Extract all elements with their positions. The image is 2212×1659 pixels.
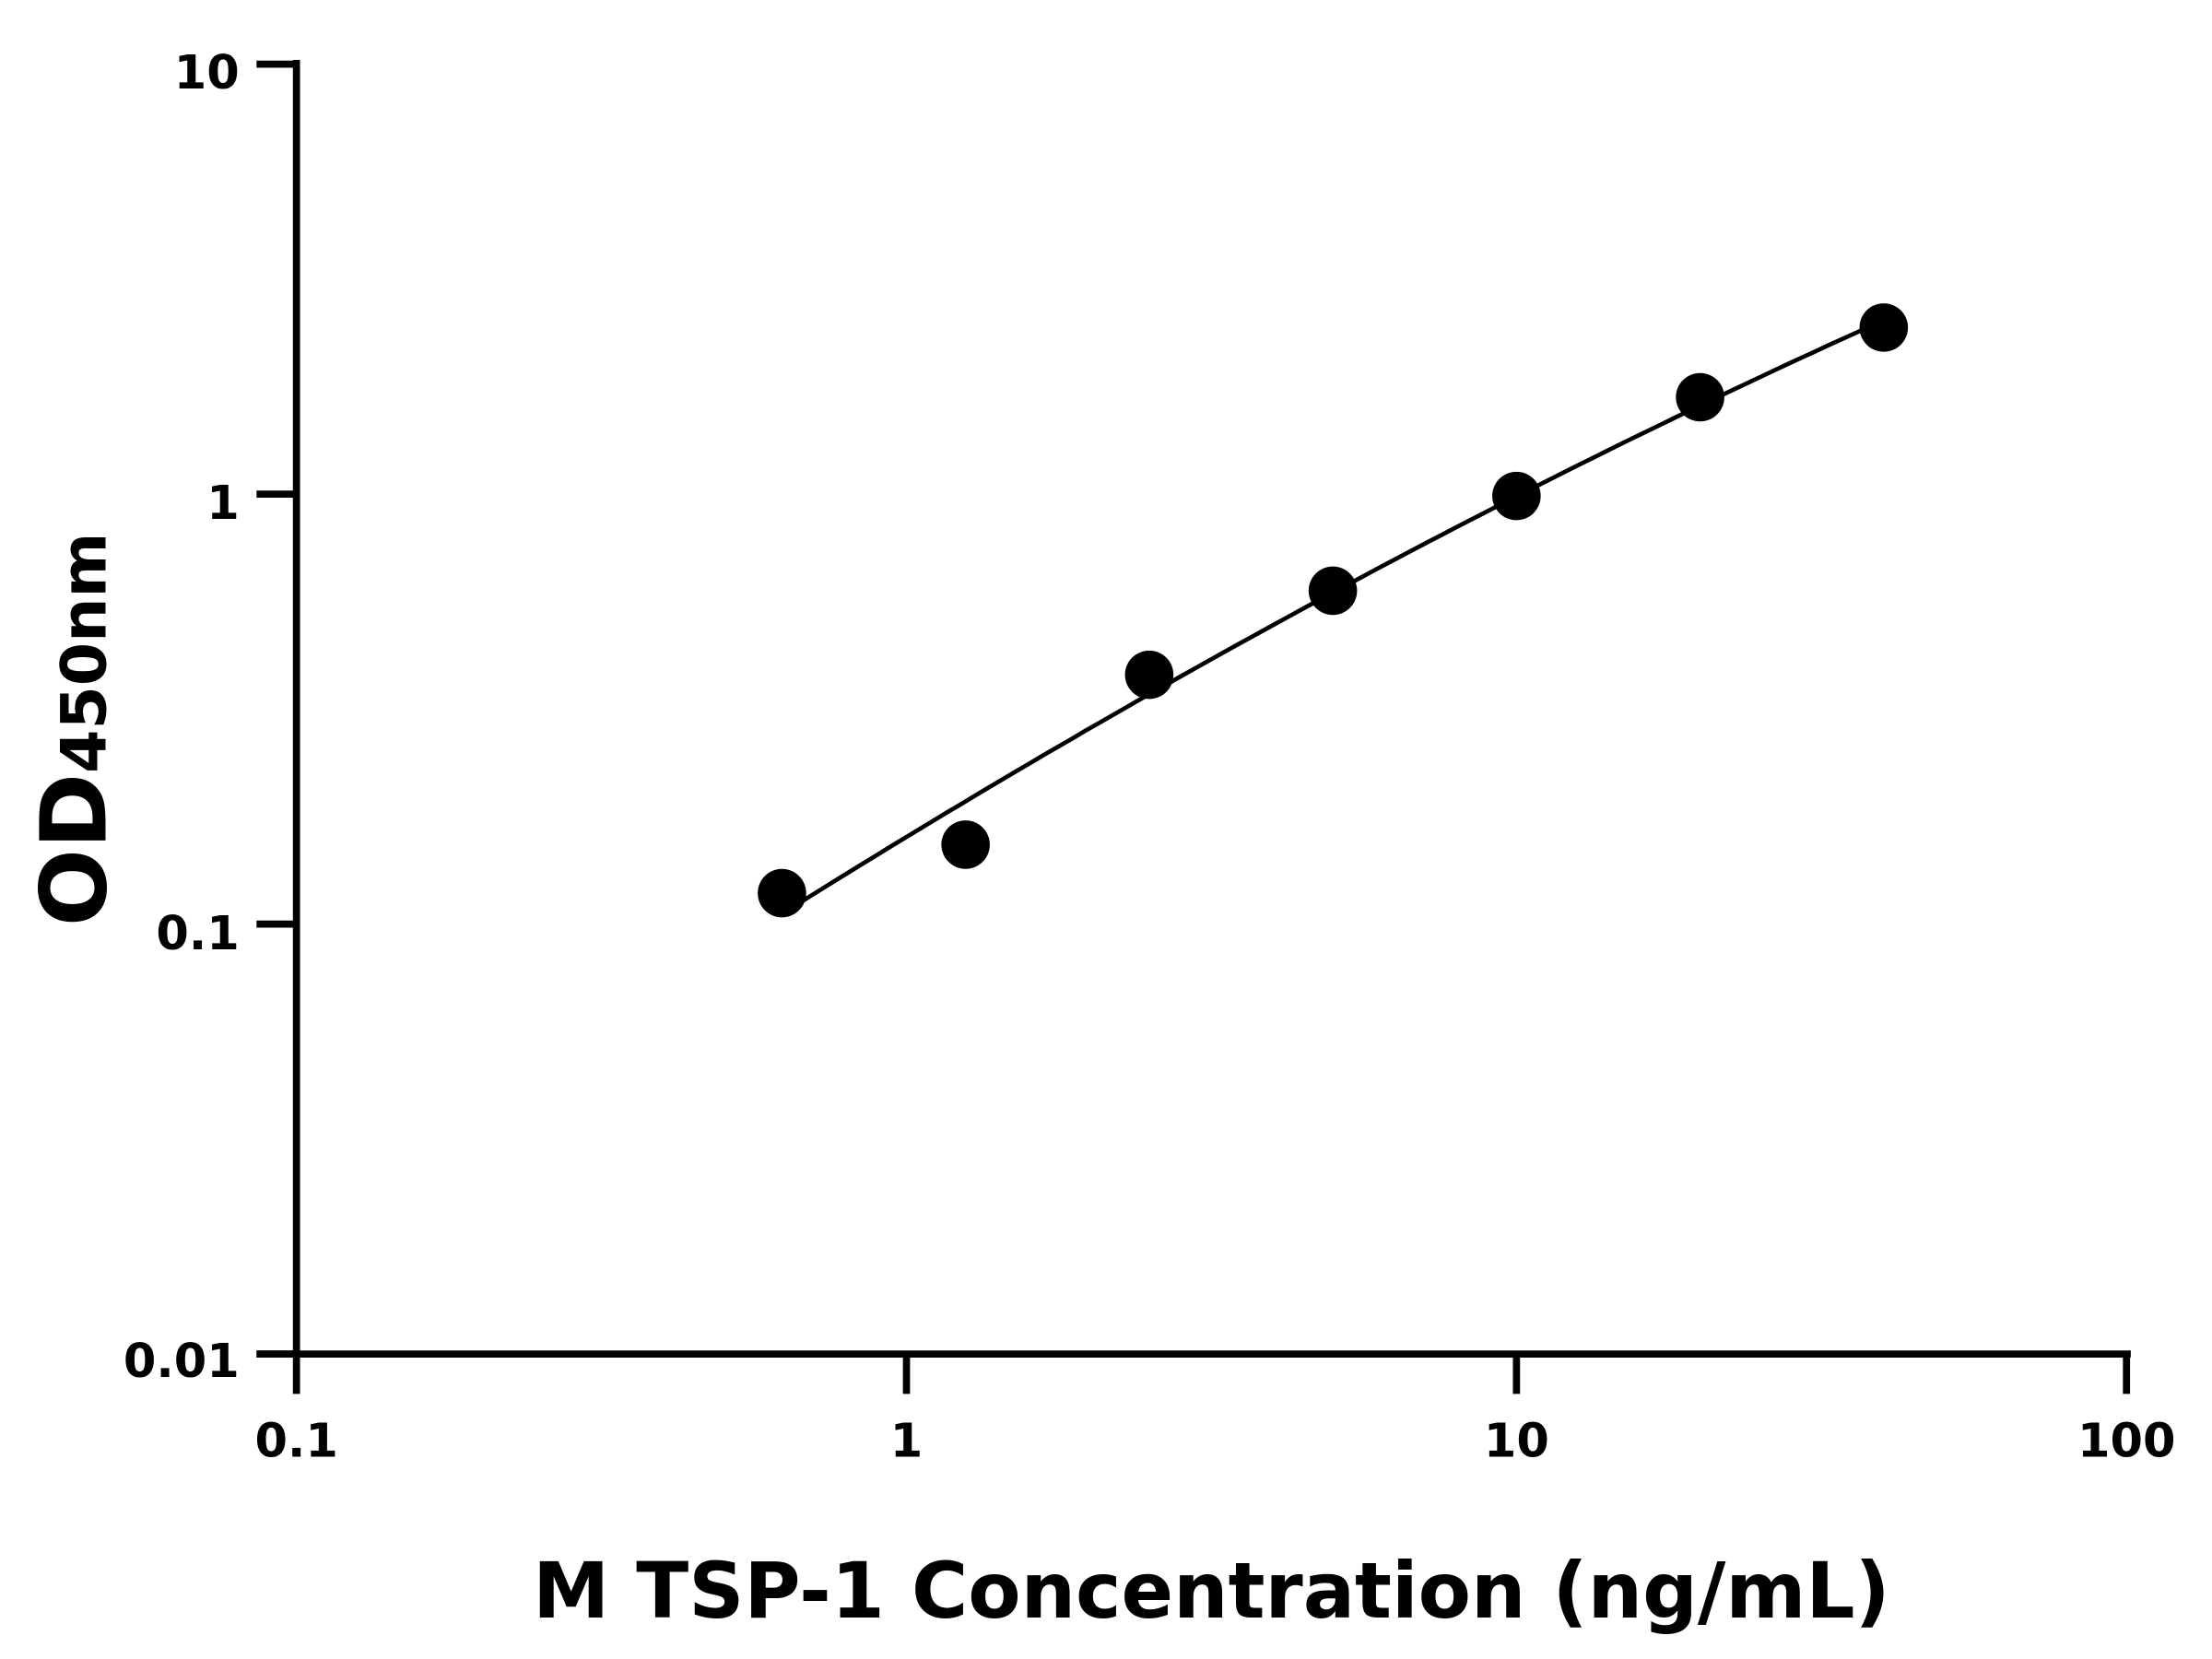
x-tick-label: 1	[890, 1414, 924, 1468]
x-tick-label: 0.1	[254, 1414, 337, 1468]
data-point	[1676, 372, 1724, 422]
data-point	[1859, 303, 1909, 352]
y-tick-label: 0.01	[124, 1335, 240, 1389]
data-point	[1124, 650, 1174, 700]
y-tick-label: 0.1	[156, 907, 239, 961]
y-axis-title-sub: 450nm	[48, 533, 121, 773]
y-axis-title-main: OD	[21, 773, 127, 926]
data-point	[1308, 566, 1358, 616]
y-axis-title: OD450nm	[21, 533, 127, 927]
x-tick-label: 100	[2077, 1414, 2176, 1468]
y-tick-label: 10	[174, 46, 240, 100]
y-tick-label: 1	[206, 477, 239, 531]
data-point	[1492, 471, 1541, 521]
data-point	[941, 820, 990, 869]
x-axis-title: M TSP-1 Concentration (ng/mL)	[533, 1546, 1890, 1636]
data-point	[758, 868, 806, 918]
x-tick-label: 10	[1484, 1414, 1549, 1468]
